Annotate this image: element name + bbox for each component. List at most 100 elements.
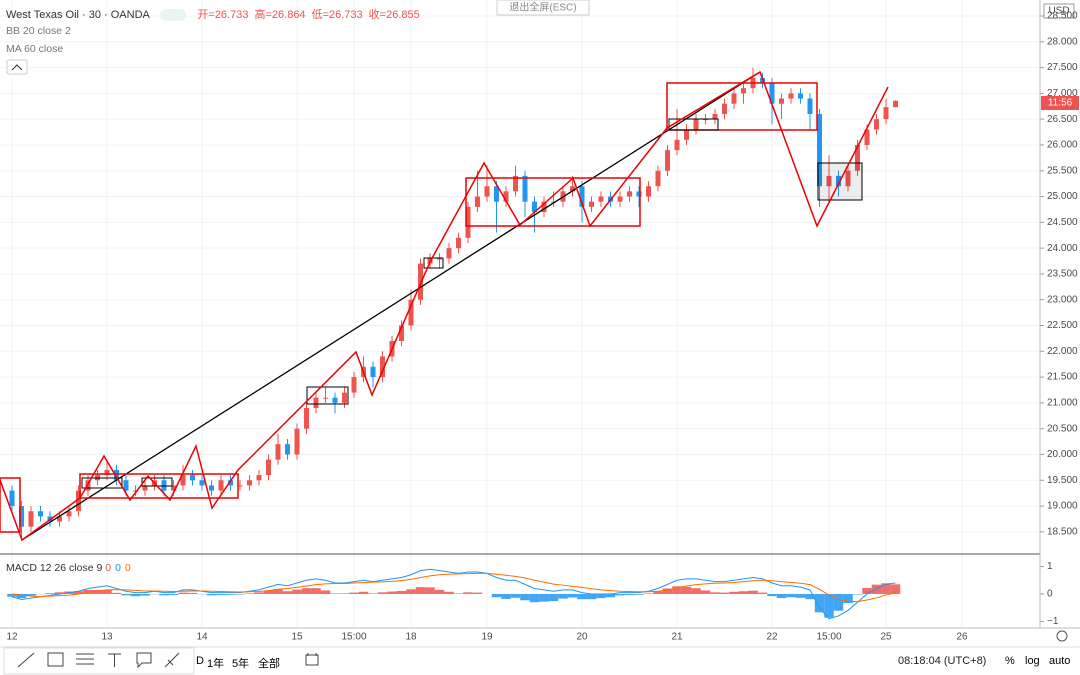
- macd-histogram-bar: [406, 589, 416, 594]
- macd-histogram-bar: [757, 592, 768, 594]
- macd-histogram-bar: [548, 593, 559, 602]
- candle-body: [494, 186, 499, 202]
- macd-histogram-bar: [206, 593, 217, 596]
- macd-histogram-bar: [700, 590, 711, 594]
- candle-body: [437, 258, 442, 260]
- scale-button[interactable]: auto: [1049, 655, 1071, 667]
- ohlc-value: 26.855: [386, 9, 420, 21]
- y-tick-label: 24.500: [1047, 217, 1078, 228]
- candle-body: [579, 186, 585, 207]
- candle-body: [66, 511, 72, 517]
- tool-note[interactable]: [136, 652, 152, 669]
- x-tick-label: 20: [576, 632, 588, 643]
- candle-body: [513, 175, 518, 192]
- macd-histogram-bar: [529, 593, 540, 603]
- tool-brush[interactable]: [164, 652, 180, 668]
- y-tick-label: 27.000: [1047, 88, 1078, 99]
- macd-histogram-bar: [387, 591, 397, 594]
- candle-body: [304, 408, 309, 429]
- macd-histogram-bar: [615, 593, 625, 596]
- candle-body: [598, 196, 604, 202]
- countdown: 11:56: [1048, 98, 1073, 109]
- range-button[interactable]: D: [196, 655, 204, 667]
- box: [465, 177, 641, 227]
- macd-histogram-bar: [311, 588, 321, 594]
- macd-histogram-bar: [520, 593, 530, 601]
- range-button[interactable]: 全部: [258, 658, 280, 670]
- macd-histogram-bar: [786, 593, 796, 598]
- macd-histogram-bar: [168, 593, 179, 596]
- scale-button[interactable]: %: [1005, 655, 1015, 667]
- ohlc-label: 高=: [254, 9, 272, 21]
- macd-histogram-bar: [795, 593, 806, 598]
- macd-histogram-bar: [881, 583, 891, 594]
- candle-body: [741, 88, 746, 94]
- trend-line: [21, 71, 761, 541]
- candle-body: [684, 129, 689, 140]
- ohlc-label: 开=: [197, 9, 215, 21]
- range-button[interactable]: 5年: [232, 658, 250, 670]
- settings-icon[interactable]: [1056, 630, 1068, 642]
- candle-body: [114, 469, 119, 481]
- candle-body: [693, 119, 699, 130]
- tool-rect[interactable]: [47, 652, 64, 667]
- macd-title: MACD 12 26 close 9: [6, 562, 103, 574]
- macd-histogram-bar: [425, 587, 435, 594]
- range-button[interactable]: 1年: [207, 658, 225, 670]
- candle-body: [142, 485, 148, 491]
- candle-body: [28, 511, 34, 527]
- y-tick-label: 23.000: [1047, 294, 1078, 305]
- collapse-button[interactable]: [6, 59, 28, 75]
- box: [81, 477, 123, 489]
- tool-fib[interactable]: [76, 653, 94, 665]
- draw-toolbar: [3, 647, 319, 675]
- ohlc-legend: 开=26.733 高=26.864 低=26.733 收=26.855: [197, 9, 419, 21]
- candle-body: [475, 196, 480, 207]
- macd-histogram-bar: [662, 588, 673, 594]
- candle-body: [484, 186, 490, 197]
- candle-body: [893, 100, 898, 108]
- y-tick-label: 19.000: [1047, 501, 1078, 512]
- candle-body: [228, 480, 233, 486]
- candle-body: [323, 397, 328, 399]
- macd-histogram-bar: [377, 592, 388, 594]
- macd-histogram-bar: [890, 584, 901, 594]
- macd-histogram-bar: [453, 593, 464, 594]
- macd-histogram-bar: [681, 586, 692, 594]
- scale-button[interactable]: log: [1025, 655, 1040, 667]
- macd-histogram-bar: [596, 593, 606, 599]
- zigzag: [0, 70, 889, 542]
- y-tick-label: 25.000: [1047, 191, 1078, 202]
- macd-histogram-bar: [140, 593, 150, 596]
- y-tick-label: 0: [1047, 589, 1053, 600]
- exit-button[interactable]: [496, 0, 590, 16]
- y-tick-label: 21.000: [1047, 398, 1078, 409]
- candle-body: [627, 191, 632, 197]
- candle-body: [418, 263, 423, 300]
- candle-body: [313, 397, 319, 409]
- macd-histogram-bar: [653, 591, 663, 594]
- exit-fullscreen[interactable]: 退出全屏(ESC): [509, 1, 576, 14]
- x-tick-label: 15:00: [341, 632, 366, 643]
- tool-text[interactable]: [108, 653, 121, 667]
- macd-histogram-bar: [282, 591, 293, 594]
- x-tick-label: 13: [101, 632, 113, 643]
- macd-histogram-bar: [710, 592, 720, 594]
- candle-body: [769, 83, 775, 104]
- macd-histogram-bar: [301, 588, 312, 594]
- candle-body: [646, 186, 651, 197]
- x-tick-label: 14: [196, 632, 208, 643]
- candle-body: [779, 98, 784, 104]
- macd-line: [11, 572, 896, 603]
- candle-body: [380, 356, 385, 378]
- macd-histogram-bar: [567, 593, 578, 598]
- macd-histogram-bar: [111, 592, 122, 594]
- calendar-icon[interactable]: [305, 653, 319, 666]
- candle-body: [133, 490, 138, 492]
- ohlc-value: 26.733: [214, 9, 249, 21]
- drawings: [0, 70, 889, 542]
- candle-body: [855, 144, 860, 171]
- y-tick-label: 22.500: [1047, 320, 1078, 331]
- tool-line[interactable]: [17, 652, 35, 668]
